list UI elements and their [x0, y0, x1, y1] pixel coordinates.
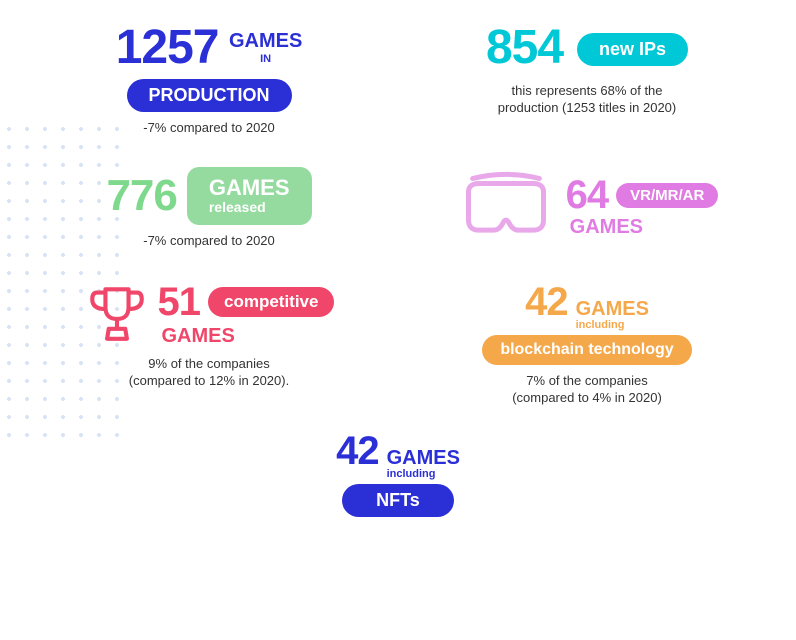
competitive-number: 51: [158, 280, 201, 325]
card-new-ips: 854 new IPs this represents 68% of the p…: [418, 20, 756, 137]
production-label-in: IN: [260, 53, 271, 65]
nfts-pill: NFTs: [342, 484, 454, 517]
production-pill: PRODUCTION: [127, 79, 292, 112]
nfts-games-label: GAMES: [387, 448, 460, 468]
released-badge: GAMES released: [187, 167, 312, 225]
released-number: 776: [106, 171, 176, 221]
blockchain-subtext: 7% of the companies (compared to 4% in 2…: [418, 373, 756, 407]
card-competitive: 51 competitive GAMES 9% of the companies…: [40, 280, 378, 407]
blockchain-number: 42: [525, 280, 568, 325]
competitive-games-label: GAMES: [162, 325, 235, 348]
production-label-games: GAMES: [229, 31, 302, 51]
card-production: 1257 GAMES IN PRODUCTION -7% compared to…: [40, 20, 378, 137]
competitive-subtext: 9% of the companies (compared to 12% in …: [40, 356, 378, 390]
released-subtext: -7% compared to 2020: [40, 233, 378, 250]
blockchain-games-label: GAMES: [576, 299, 649, 319]
production-number: 1257: [116, 20, 219, 75]
card-vr: 64 VR/MR/AR GAMES: [418, 167, 756, 250]
card-blockchain: 42 GAMES including blockchain technology…: [418, 280, 756, 407]
newips-pill: new IPs: [577, 33, 688, 66]
competitive-pill: competitive: [208, 287, 334, 317]
infographic-grid: 1257 GAMES IN PRODUCTION -7% compared to…: [0, 0, 796, 527]
newips-number: 854: [486, 20, 563, 75]
vr-headset-icon: [456, 167, 556, 245]
nfts-including: including: [387, 468, 436, 480]
vr-number: 64: [566, 173, 609, 218]
nfts-number: 42: [336, 429, 379, 474]
vr-games-label: GAMES: [570, 216, 643, 239]
blockchain-pill: blockchain technology: [482, 335, 691, 365]
trophy-icon: [84, 281, 150, 347]
blockchain-including: including: [576, 319, 625, 331]
card-released: 776 GAMES released -7% compared to 2020: [40, 167, 378, 250]
production-subtext: -7% compared to 2020: [40, 120, 378, 137]
vr-pill: VR/MR/AR: [616, 183, 718, 208]
card-nfts: 42 GAMES including NFTs: [40, 429, 756, 517]
newips-subtext: this represents 68% of the production (1…: [418, 83, 756, 117]
